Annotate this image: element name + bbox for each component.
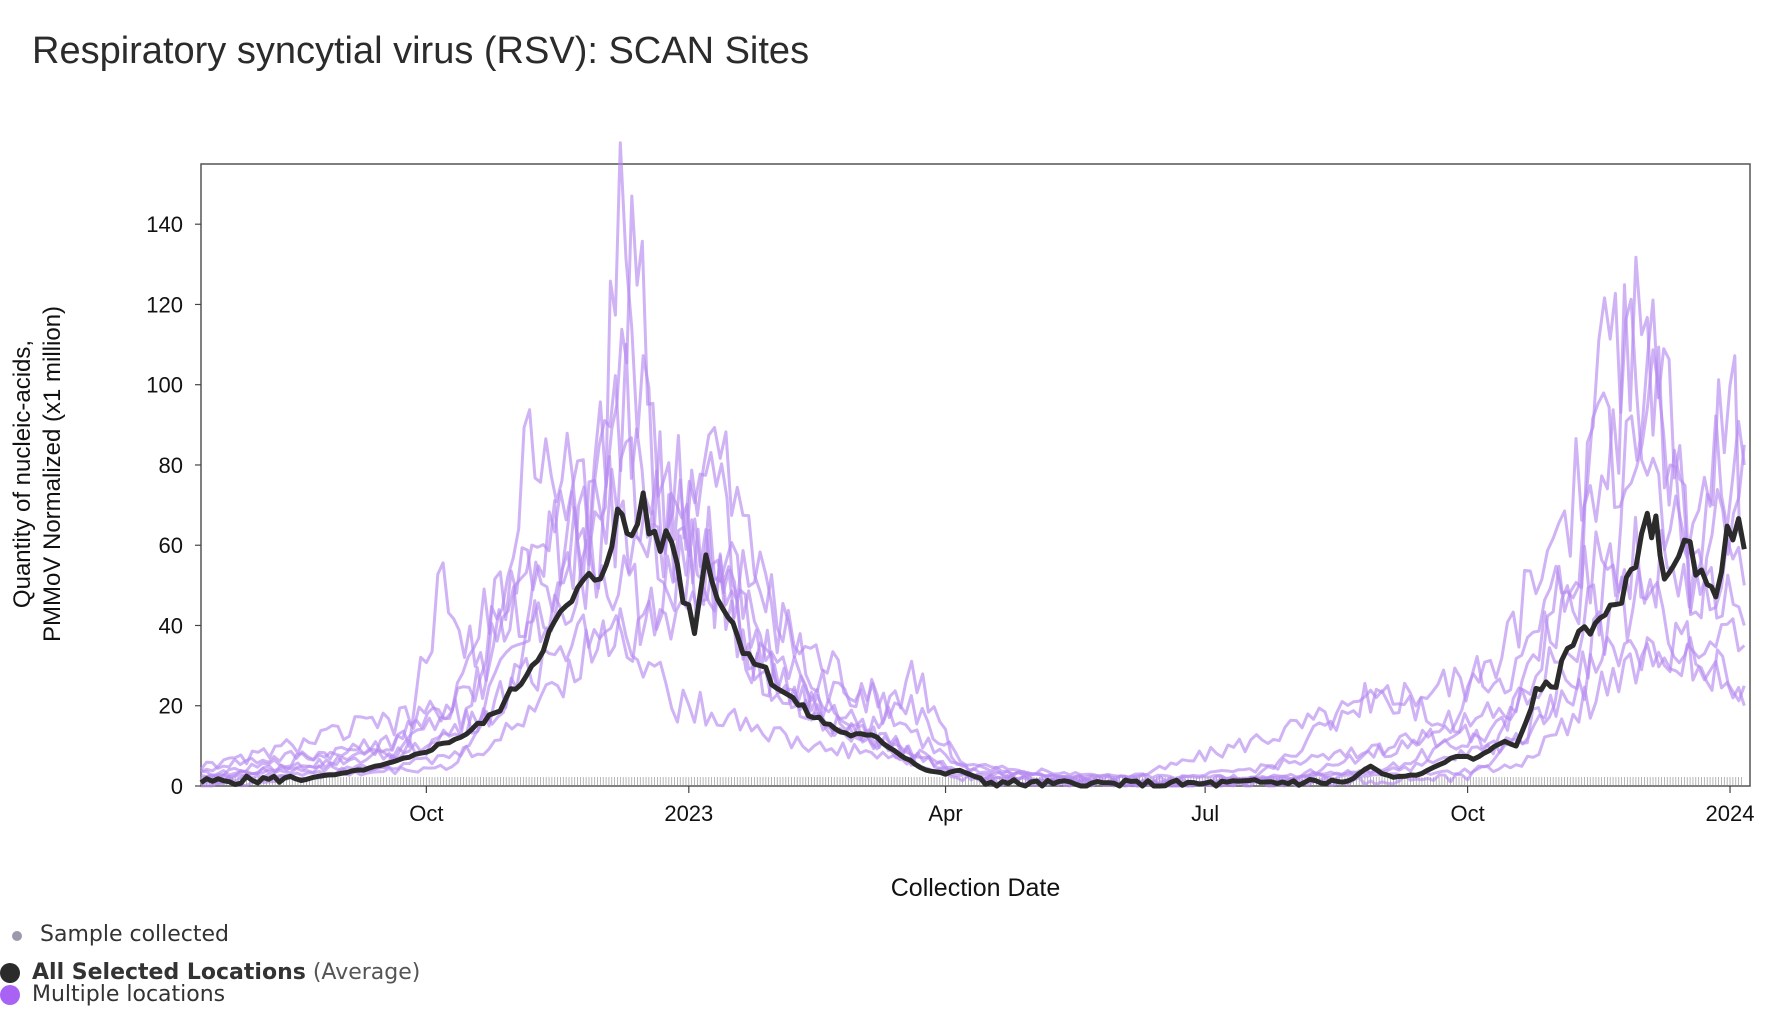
y-axis-label-line1: Quantity of nucleic-acids, xyxy=(9,340,36,608)
x-tick-label: 2023 xyxy=(664,801,713,826)
multiple-locations-dot xyxy=(0,985,20,1005)
legend-item-sample-collected[interactable]: Sample collected xyxy=(12,922,230,947)
average-dot xyxy=(0,963,20,983)
y-tick-label: 60 xyxy=(159,533,183,558)
site-series-line-1 xyxy=(200,141,1746,788)
x-axis-label: Collection Date xyxy=(891,874,1061,902)
y-tick-label: 120 xyxy=(146,292,183,317)
legend-item-average[interactable]: All Selected Locations (Average) xyxy=(0,960,421,985)
site-series-line-2 xyxy=(199,194,1746,785)
average-series-line xyxy=(199,490,1747,789)
legend-sites-label: Multiple locations xyxy=(32,982,226,1007)
y-tick-label: 100 xyxy=(146,373,183,398)
sample-collected-dot xyxy=(12,931,22,941)
x-tick-label: Apr xyxy=(928,801,962,826)
legend-average-label: All Selected Locations xyxy=(32,960,306,985)
y-tick-label: 40 xyxy=(159,613,183,638)
y-tick-label: 80 xyxy=(159,453,183,478)
page-title: Respiratory syncytial virus (RSV): SCAN … xyxy=(32,30,810,72)
y-tick-label: 140 xyxy=(146,212,183,237)
x-tick-label: Oct xyxy=(409,801,443,826)
x-tick-label: Jul xyxy=(1191,801,1219,826)
y-axis-label-line2: PMMoV Normalized (x1 million) xyxy=(39,306,66,642)
legend-sample-label: Sample collected xyxy=(40,922,230,947)
legend-item-multiple-locations[interactable]: Multiple locations xyxy=(0,982,226,1007)
x-tick-label: 2024 xyxy=(1706,801,1755,826)
legend-average-suffix: (Average) xyxy=(312,960,421,985)
plot-frame xyxy=(200,163,1751,787)
site-series-line-3 xyxy=(200,298,1746,787)
y-tick-label: 0 xyxy=(171,774,183,799)
y-tick-label: 20 xyxy=(159,694,183,719)
x-tick-label: Oct xyxy=(1450,801,1484,826)
